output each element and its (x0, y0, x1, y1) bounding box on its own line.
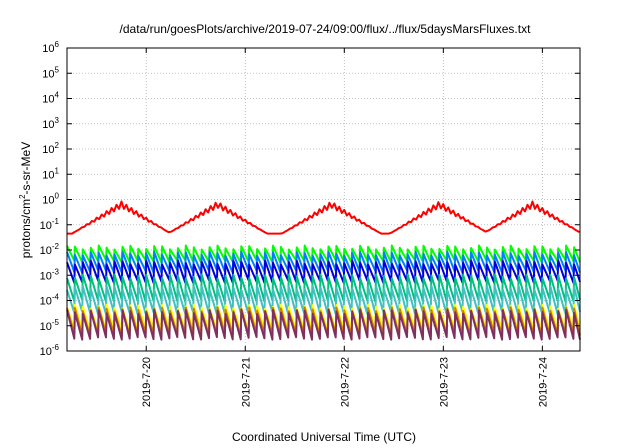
y-tick-exponent: -1 (52, 217, 60, 226)
y-axis-title-sup: 2 (18, 194, 27, 199)
y-tick-label: 103 (42, 116, 59, 131)
y-tick-label: 101 (42, 166, 59, 181)
y-tick-label: 10-3 (40, 267, 60, 282)
y-tick-exponent: -5 (52, 318, 60, 327)
series-line (67, 200, 580, 235)
y-axis-title-rest: -s-sr-MeV (19, 142, 33, 195)
y-tick-base: 10 (40, 270, 52, 282)
y-tick-label: 105 (42, 65, 59, 80)
y-tick-base: 10 (42, 68, 54, 80)
x-tick-label: 2019-7-21 (240, 357, 252, 407)
y-tick-base: 10 (42, 43, 54, 55)
y-tick-exponent: -4 (52, 293, 60, 302)
x-tick-label: 2019-7-24 (537, 357, 549, 407)
y-tick-label: 106 (42, 40, 59, 55)
y-tick-label: 10-1 (40, 217, 60, 232)
y-tick-base: 10 (42, 169, 54, 181)
series-line (66, 308, 581, 341)
y-axis-title: protons/cm2-s-sr-MeV (18, 142, 33, 258)
series-line (66, 259, 581, 284)
y-tick-base: 10 (40, 321, 52, 333)
y-tick-exponent: 1 (55, 166, 60, 175)
y-tick-label: 10-2 (40, 242, 60, 257)
y-tick-exponent: 5 (55, 65, 60, 74)
y-tick-label: 100 (42, 192, 59, 207)
y-tick-exponent: 3 (55, 116, 60, 125)
y-tick-exponent: 2 (55, 141, 60, 150)
x-axis-title: Coordinated Universal Time (UTC) (232, 430, 416, 444)
y-tick-label: 102 (42, 141, 59, 156)
series-layer (66, 200, 581, 341)
y-tick-base: 10 (40, 346, 52, 358)
x-axis: 2019-7-20 2019-7-21 2019-7-22 2019-7-23 2019… (141, 48, 549, 407)
y-axis-title-base: protons/cm (19, 199, 33, 258)
y-tick-exponent: 6 (55, 40, 60, 49)
y-tick-exponent: -6 (52, 343, 60, 352)
y-tick-base: 10 (40, 245, 52, 257)
y-tick-exponent: 0 (55, 192, 60, 201)
chart-title: /data/run/goesPlots/archive/2019-07-24/0… (120, 22, 532, 36)
y-tick-base: 10 (40, 296, 52, 308)
y-tick-base: 10 (42, 195, 54, 207)
y-axis: 10-610-510-410-310-210-11001011021031041… (40, 40, 580, 358)
x-tick-label: 2019-7-20 (141, 357, 153, 407)
y-tick-base: 10 (42, 94, 54, 106)
y-tick-label: 104 (42, 91, 59, 106)
y-tick-exponent: -2 (52, 242, 60, 251)
y-tick-base: 10 (42, 144, 54, 156)
y-tick-label: 10-6 (40, 343, 60, 358)
x-tick-label: 2019-7-23 (438, 357, 450, 407)
y-tick-base: 10 (40, 220, 52, 232)
x-tick-label: 2019-7-22 (339, 357, 351, 407)
y-tick-label: 10-5 (40, 318, 60, 333)
y-tick-exponent: 4 (55, 91, 60, 100)
y-tick-exponent: -3 (52, 267, 60, 276)
y-tick-label: 10-4 (40, 293, 60, 308)
y-tick-base: 10 (42, 119, 54, 131)
series-line (66, 284, 581, 316)
